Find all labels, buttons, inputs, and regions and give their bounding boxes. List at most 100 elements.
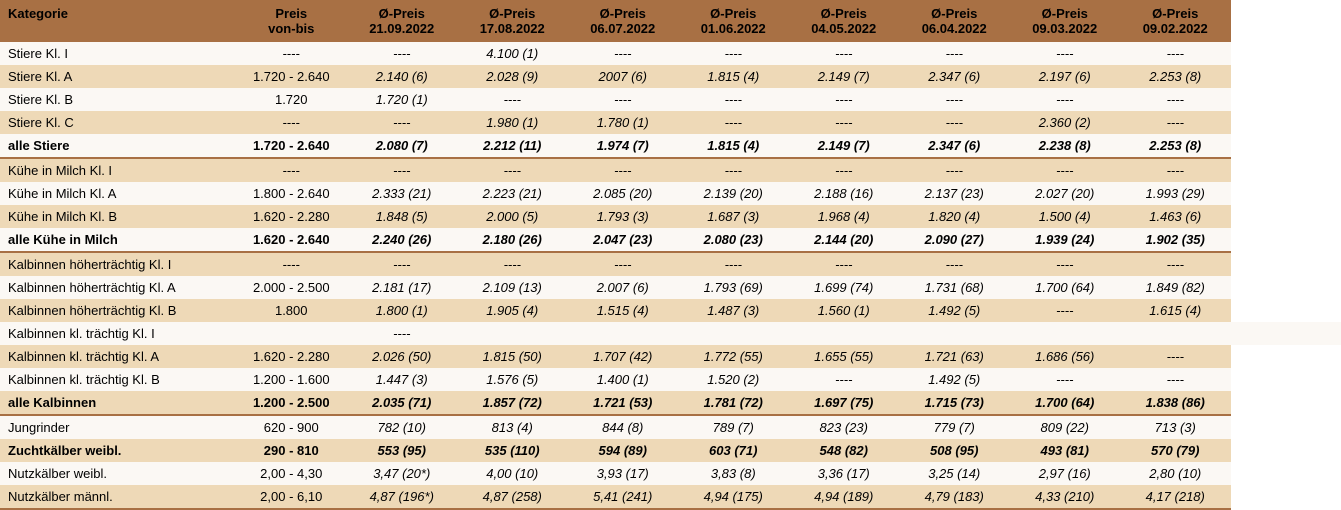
- value-cell: ----: [678, 252, 789, 276]
- column-header-line1: Ø-Preis: [686, 6, 781, 21]
- value-cell: [899, 322, 1010, 345]
- value-cell: 2.085 (20): [568, 182, 679, 205]
- category-cell: Stiere Kl. A: [0, 65, 236, 88]
- value-cell: 2.080 (7): [347, 134, 458, 158]
- column-header-4: Ø-Preis06.07.2022: [568, 0, 679, 42]
- column-header-line2: 06.07.2022: [576, 21, 671, 36]
- category-cell: Nutzkälber weibl.: [0, 462, 236, 485]
- value-cell: 2.347 (6): [899, 134, 1010, 158]
- value-cell: 4,00 (10): [457, 462, 568, 485]
- value-cell: ----: [1120, 368, 1231, 391]
- column-header-6: Ø-Preis04.05.2022: [789, 0, 900, 42]
- category-cell: Kalbinnen kl. trächtig Kl. I: [0, 322, 236, 345]
- value-cell: 1.902 (35): [1120, 228, 1231, 252]
- value-cell: 2,80 (10): [1120, 462, 1231, 485]
- value-cell: 813 (4): [457, 415, 568, 439]
- value-cell: 2.144 (20): [789, 228, 900, 252]
- value-cell: 1.720 (1): [347, 88, 458, 111]
- table-row: Nutzkälber weibl.2,00 - 4,303,47 (20*)4,…: [0, 462, 1341, 485]
- value-cell: 4,94 (175): [678, 485, 789, 509]
- value-cell: 779 (7): [899, 415, 1010, 439]
- value-cell: 2.035 (71): [347, 391, 458, 415]
- value-cell: ----: [789, 368, 900, 391]
- value-cell: 1.815 (4): [678, 65, 789, 88]
- value-cell: 1.200 - 1.600: [236, 368, 347, 391]
- value-cell: ----: [568, 42, 679, 65]
- column-header-9: Ø-Preis09.02.2022: [1120, 0, 1231, 42]
- value-cell: ----: [678, 111, 789, 134]
- value-cell: ----: [899, 88, 1010, 111]
- table-row: Kühe in Milch Kl. B1.620 - 2.2801.848 (5…: [0, 205, 1341, 228]
- value-cell: 535 (110): [457, 439, 568, 462]
- value-cell: ----: [1010, 368, 1121, 391]
- value-cell: 1.400 (1): [568, 368, 679, 391]
- value-cell: 2.090 (27): [899, 228, 1010, 252]
- category-cell: Stiere Kl. B: [0, 88, 236, 111]
- value-cell: ----: [568, 88, 679, 111]
- category-cell: Kühe in Milch Kl. A: [0, 182, 236, 205]
- category-cell: Zuchtkälber weibl.: [0, 439, 236, 462]
- value-cell: 1.857 (72): [457, 391, 568, 415]
- value-cell: 1.720: [236, 88, 347, 111]
- column-header-line1: Ø-Preis: [1018, 6, 1113, 21]
- column-header-line2: 04.05.2022: [797, 21, 892, 36]
- column-header-line1: Ø-Preis: [797, 6, 892, 21]
- value-cell: 2.253 (8): [1120, 134, 1231, 158]
- value-cell: ----: [1010, 252, 1121, 276]
- value-cell: 4,94 (189): [789, 485, 900, 509]
- value-cell: 2.347 (6): [899, 65, 1010, 88]
- value-cell: 290 - 810: [236, 439, 347, 462]
- value-cell: ----: [347, 111, 458, 134]
- value-cell: 594 (89): [568, 439, 679, 462]
- column-header-7: Ø-Preis06.04.2022: [899, 0, 1010, 42]
- value-cell: [789, 322, 900, 345]
- price-table: KategoriePreisvon-bisØ-Preis21.09.2022Ø-…: [0, 0, 1341, 510]
- value-cell: 1.974 (7): [568, 134, 679, 158]
- value-cell: 789 (7): [678, 415, 789, 439]
- value-cell: 493 (81): [1010, 439, 1121, 462]
- value-cell: 2.109 (13): [457, 276, 568, 299]
- value-cell: ----: [236, 42, 347, 65]
- value-cell: 2,00 - 4,30: [236, 462, 347, 485]
- value-cell: ----: [1120, 111, 1231, 134]
- value-cell: 4,33 (210): [1010, 485, 1121, 509]
- table-row: Stiere Kl. A1.720 - 2.6402.140 (6)2.028 …: [0, 65, 1341, 88]
- column-header-line1: Kategorie: [8, 6, 228, 21]
- category-cell: Kalbinnen höherträchtig Kl. I: [0, 252, 236, 276]
- value-cell: 603 (71): [678, 439, 789, 462]
- value-cell: ----: [1120, 158, 1231, 182]
- table-row: Stiere Kl. I--------4.100 (1)-----------…: [0, 42, 1341, 65]
- column-header-line1: Ø-Preis: [1128, 6, 1223, 21]
- table-row: alle Kühe in Milch1.620 - 2.6402.240 (26…: [0, 228, 1341, 252]
- table-row: Kalbinnen höherträchtig Kl. A2.000 - 2.5…: [0, 276, 1341, 299]
- category-cell: Kalbinnen kl. trächtig Kl. A: [0, 345, 236, 368]
- value-cell: ----: [1120, 88, 1231, 111]
- value-cell: 823 (23): [789, 415, 900, 439]
- value-cell: 1.707 (42): [568, 345, 679, 368]
- category-cell: Kalbinnen höherträchtig Kl. B: [0, 299, 236, 322]
- value-cell: 1.560 (1): [789, 299, 900, 322]
- value-cell: 1.697 (75): [789, 391, 900, 415]
- value-cell: ----: [789, 111, 900, 134]
- value-cell: [1120, 322, 1231, 345]
- value-cell: ----: [457, 158, 568, 182]
- value-cell: 4,79 (183): [899, 485, 1010, 509]
- value-cell: 1.721 (53): [568, 391, 679, 415]
- value-cell: 570 (79): [1120, 439, 1231, 462]
- value-cell: 4.100 (1): [457, 42, 568, 65]
- value-cell: 2.238 (8): [1010, 134, 1121, 158]
- value-cell: ----: [789, 42, 900, 65]
- value-cell: 2.197 (6): [1010, 65, 1121, 88]
- value-cell: 2.139 (20): [678, 182, 789, 205]
- table-row: Stiere Kl. B1.7201.720 (1)--------------…: [0, 88, 1341, 111]
- value-cell: ----: [899, 42, 1010, 65]
- value-cell: ----: [457, 252, 568, 276]
- value-cell: 1.939 (24): [1010, 228, 1121, 252]
- value-cell: 2,00 - 6,10: [236, 485, 347, 509]
- value-cell: [236, 322, 347, 345]
- value-cell: 508 (95): [899, 439, 1010, 462]
- value-cell: 3,25 (14): [899, 462, 1010, 485]
- column-header-line2: 06.04.2022: [907, 21, 1002, 36]
- value-cell: ----: [678, 88, 789, 111]
- value-cell: ----: [789, 88, 900, 111]
